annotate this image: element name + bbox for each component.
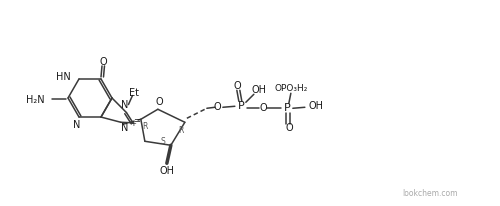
Text: OPO₃H₂: OPO₃H₂ bbox=[274, 84, 308, 93]
Text: O: O bbox=[99, 57, 107, 67]
Text: lookchem.com: lookchem.com bbox=[402, 189, 458, 198]
Text: S: S bbox=[160, 137, 165, 146]
Text: O: O bbox=[213, 102, 220, 112]
Text: OH: OH bbox=[309, 101, 324, 111]
Text: P: P bbox=[284, 103, 290, 113]
Text: N: N bbox=[74, 120, 80, 130]
Text: =: = bbox=[134, 116, 140, 125]
Text: H₂N: H₂N bbox=[26, 95, 45, 105]
Text: Et: Et bbox=[130, 88, 140, 98]
Text: O: O bbox=[155, 97, 162, 107]
Text: R: R bbox=[142, 122, 148, 131]
Text: OH: OH bbox=[252, 85, 266, 95]
Text: R: R bbox=[178, 126, 184, 135]
Text: N: N bbox=[121, 99, 128, 110]
Text: O: O bbox=[259, 103, 266, 113]
Text: N: N bbox=[121, 123, 128, 133]
Text: +: + bbox=[130, 121, 136, 127]
Text: HN: HN bbox=[56, 72, 71, 82]
Text: O: O bbox=[285, 123, 292, 133]
Text: OH: OH bbox=[160, 166, 174, 176]
Text: P: P bbox=[238, 101, 244, 111]
Text: O: O bbox=[233, 81, 240, 91]
